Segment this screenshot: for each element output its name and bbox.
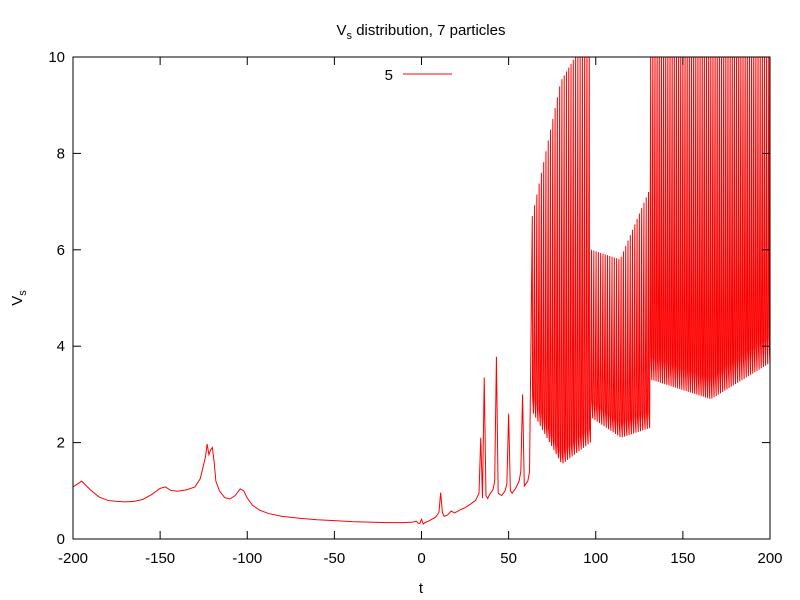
x-tick-label: -200 xyxy=(58,550,88,567)
legend-label: 5 xyxy=(385,67,393,84)
plot-area xyxy=(73,57,770,525)
legend: 5 xyxy=(385,67,452,84)
x-tick-label: 0 xyxy=(417,550,425,567)
y-tick-label: 2 xyxy=(57,435,65,452)
y-tick-label: 6 xyxy=(57,242,65,259)
x-tick-label: 50 xyxy=(500,550,517,567)
x-tick-label: 200 xyxy=(757,550,782,567)
x-tick-label: -100 xyxy=(232,550,262,567)
y-axis-label: Vs xyxy=(9,290,29,306)
series-line-5 xyxy=(73,57,770,525)
y-tick-label: 8 xyxy=(57,145,65,162)
x-tick-label: 150 xyxy=(670,550,695,567)
series-group xyxy=(73,57,770,525)
x-tick-label: -150 xyxy=(145,550,175,567)
x-axis-label: t xyxy=(419,580,424,597)
plot-frame xyxy=(72,56,771,540)
axis-tick-labels: -200 -150 -100 -50 0 50 100 150 200 0 2 4 6 8 10 xyxy=(48,49,782,567)
y-tick-label: 10 xyxy=(48,49,65,66)
x-tick-label: 100 xyxy=(583,550,608,567)
x-tick-label: -50 xyxy=(324,550,346,567)
chart-title: Vs distribution, 7 particles xyxy=(337,22,506,42)
y-tick-label: 0 xyxy=(57,531,65,548)
y-tick-label: 4 xyxy=(57,338,65,355)
